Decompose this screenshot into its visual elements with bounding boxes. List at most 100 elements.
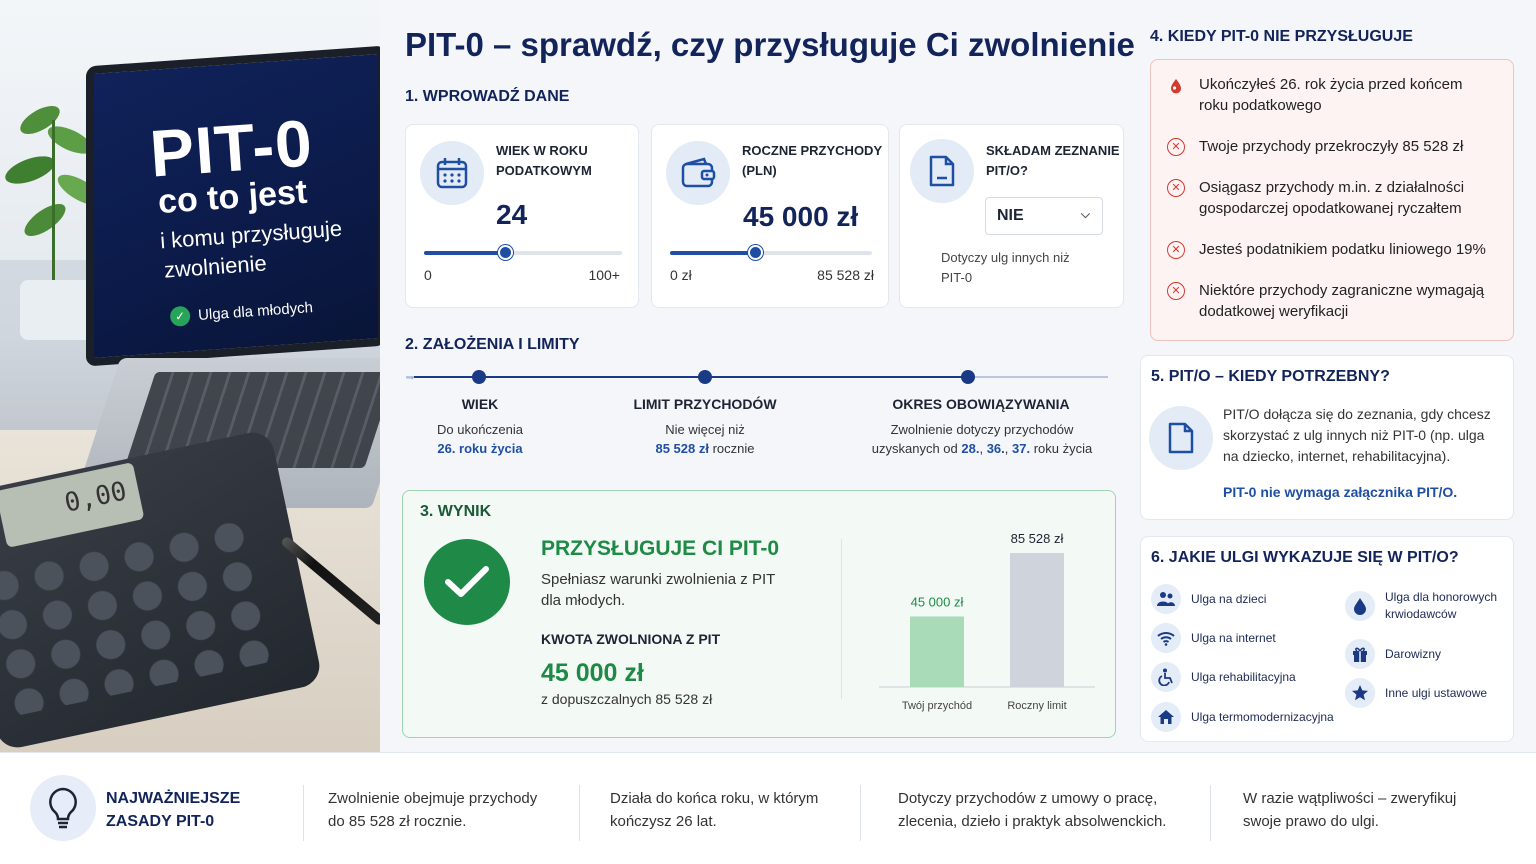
not-eligible-item-line1: Osiągasz przychody m.in. z działalności: [1199, 179, 1465, 196]
result-panel: 3. WYNIK PRZYSŁUGUJE CI PIT-0 Spełniasz …: [402, 490, 1116, 738]
not-eligible-item-line1: Niektóre przychody zagraniczne wymagają: [1199, 282, 1485, 299]
relief-item: Ulga na internet: [1151, 623, 1276, 653]
key-rule-line1: Dotyczy przychodów z umowy o pracę,: [898, 790, 1158, 807]
pito-note-line2: PIT-0: [941, 270, 973, 285]
age-value[interactable]: 24: [496, 199, 528, 230]
pito-label-line2: PIT/O?: [986, 163, 1028, 178]
section-4-title: 4. KIEDY PIT-0 NIE PRZYSŁUGUJE: [1150, 28, 1413, 45]
chart-value-label: 45 000 zł: [911, 594, 964, 609]
not-eligible-item: Ukończyłeś 26. rok życia przed końcem rok…: [1167, 74, 1507, 116]
assumption-age-title: WIEK: [461, 396, 499, 412]
result-description-line1: Spełniasz warunki zwolnienia z PIT: [541, 571, 776, 588]
age-min: 0: [424, 267, 432, 283]
timeline-dot-limit: [698, 370, 712, 384]
chart-value-label: 85 528 zł: [1011, 531, 1064, 546]
document-icon: [1149, 406, 1213, 470]
not-eligible-item-line1: Twoje przychody przekroczyły 85 528 zł: [1199, 138, 1464, 155]
assumption-limit-rest: rocznie: [708, 441, 755, 456]
x-circle-icon: ✕: [1167, 241, 1185, 259]
income-value[interactable]: 45 000 zł: [743, 201, 859, 232]
not-eligible-item-line2: dodatkowej weryfikacji: [1199, 303, 1349, 320]
pito-info-line1: PIT/O dołącza się do zeznania, gdy chces…: [1223, 406, 1491, 422]
key-rule-line1: Działa do końca roku, w którym: [610, 790, 819, 807]
key-rule-line1: Zwolnienie obejmuje przychody: [328, 790, 538, 807]
relief-label-line2: krwiodawców: [1385, 607, 1457, 621]
wifi-icon: [1151, 623, 1181, 653]
chart-category-label: Roczny limit: [1007, 700, 1066, 712]
relief-label: Ulga na dzieci: [1191, 591, 1267, 606]
age-slider-handle[interactable]: [498, 245, 514, 260]
result-headline: PRZYSŁUGUJE CI PIT-0: [541, 537, 780, 560]
not-eligible-item-line1: Jesteś podatnikiem podatku liniowego 19%: [1199, 241, 1486, 258]
assumption-limit-title: LIMIT PRZYCHODÓW: [633, 396, 777, 412]
exempt-limit-text: z dopuszczalnych 85 528 zł: [541, 691, 713, 707]
income-vs-limit-chart: 45 000 zł Twój przychód 85 528 zł Roczny li…: [879, 531, 1095, 712]
result-description-line2: dla młodych.: [541, 592, 626, 609]
check-icon: ✓: [169, 305, 191, 327]
section-1-title: 1. WPROWADŹ DANE: [405, 88, 570, 105]
income-label-line1: ROCZNE PRZYCHODY: [742, 143, 883, 158]
key-rule: Dotyczy przychodów z umowy o pracę, zlec…: [898, 787, 1166, 833]
section-5-title: 5. PIT/O – KIEDY POTRZEBNY?: [1151, 368, 1390, 385]
assumption-period-comma-2: ,: [1004, 441, 1012, 456]
relief-label: Ulga na internet: [1191, 630, 1276, 645]
result-divider: [841, 539, 842, 699]
not-eligible-item: ✕ Twoje przychody przekroczyły 85 528 zł: [1167, 136, 1507, 157]
age-slider[interactable]: [424, 245, 622, 260]
age-slider-fill: [424, 251, 506, 255]
relief-item: Darowizny: [1345, 639, 1441, 669]
income-slider-handle[interactable]: [747, 245, 763, 260]
pito-info-card: 5. PIT/O – KIEDY POTRZEBNY? PIT/O dołącz…: [1140, 355, 1514, 520]
section-3-title: 3. WYNIK: [420, 503, 492, 520]
not-eligible-item-line2: roku podatkowego: [1199, 97, 1322, 114]
divider: [303, 785, 304, 841]
not-eligible-card: Ukończyłeś 26. rok życia przed końcem rok…: [1150, 59, 1514, 341]
pito-note-line1: Dotyczy ulg innych niż: [941, 250, 1070, 265]
check-circle-icon: [424, 539, 510, 625]
relief-label-line1: Ulga dla honorowych: [1385, 590, 1498, 604]
assumption-limit-line1: Nie więcej niż: [665, 422, 745, 437]
assumption-age-line1: Do ukończenia: [437, 422, 523, 437]
age-label: WIEK W ROKU PODATKOWYM: [496, 141, 592, 181]
pito-select-card: SKŁADAM ZEZNANIE PIT/O? NIE ⌵ Dotyczy ul…: [899, 124, 1124, 308]
relief-label: Inne ulgi ustawowe: [1385, 685, 1488, 700]
pito-info-line2: skorzystać z ulg innych niż PIT-0 (np. u…: [1223, 427, 1485, 443]
pito-info-highlight: PIT-0 nie wymaga załącznika PIT/O.: [1223, 484, 1458, 500]
star-icon: [1345, 678, 1375, 708]
timeline-active-line: [414, 376, 968, 378]
page-title: PIT-0 – sprawdź, czy przysługuje Ci zwol…: [405, 26, 1135, 63]
wheelchair-icon: [1151, 662, 1181, 692]
assumption-period-age-37: 37.: [1012, 441, 1031, 456]
relief-label: Ulga rehabilitacyjna: [1191, 669, 1296, 684]
assumption-period-rest: roku życia: [1030, 441, 1093, 456]
assumption-period-text: Zwolnienie dotyczy przychodów uzyskanych…: [846, 420, 1118, 458]
exempt-amount: 45 000 zł: [541, 659, 644, 687]
income-min: 0 zł: [670, 267, 692, 283]
family-icon: [1151, 584, 1181, 614]
assumption-period-age-36: 36.: [986, 441, 1005, 456]
assumption-period-comma-1: ,: [979, 441, 987, 456]
income-slider[interactable]: [670, 245, 872, 260]
calendar-icon: [420, 141, 484, 205]
assumption-limit-text: Nie więcej niż 85 528 zł rocznie: [575, 420, 835, 458]
section-2-title: 2. ZAŁOŻENIA I LIMITY: [405, 336, 580, 353]
key-rule: W razie wątpliwości – zweryfikuj swoje p…: [1243, 787, 1456, 833]
age-label-line1: WIEK W ROKU: [496, 143, 588, 158]
not-eligible-item-line1: Ukończyłeś 26. rok życia przed końcem: [1199, 76, 1463, 93]
not-eligible-item: ✕ Osiągasz przychody m.in. z działalnośc…: [1167, 177, 1507, 219]
income-slider-fill: [670, 251, 755, 255]
assumption-period-title: OKRES OBOWIĄZYWANIA: [892, 396, 1070, 412]
pito-select[interactable]: NIE ⌵: [985, 197, 1103, 235]
relief-label: Ulga termomodernizacyjna: [1191, 709, 1334, 724]
income-max: 85 528 zł: [817, 267, 874, 283]
not-eligible-item: ✕ Niektóre przychody zagraniczne wymagaj…: [1167, 280, 1507, 322]
income-label: ROCZNE PRZYCHODY (PLN): [742, 141, 882, 181]
blood-drop-icon: [1345, 591, 1375, 621]
divider: [860, 785, 861, 841]
relief-item: Ulga dla honorowych krwiodawców: [1345, 589, 1497, 623]
key-rules-bar: NAJWAŻNIEJSZE ZASADY PIT-0 Zwolnienie ob…: [0, 752, 1536, 864]
x-circle-icon: ✕: [1167, 138, 1185, 156]
key-rule: Zwolnienie obejmuje przychody do 85 528 …: [328, 787, 537, 833]
assumption-age-highlight: 26. roku życia: [437, 441, 523, 456]
exempt-amount-label: KWOTA ZWOLNIONA Z PIT: [541, 631, 721, 647]
